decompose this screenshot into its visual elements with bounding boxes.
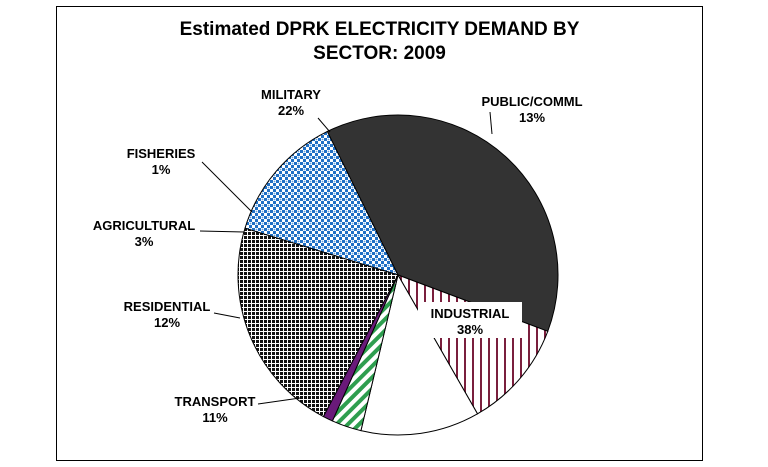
pie-slices — [237, 114, 559, 436]
pie-slice-industrial — [326, 114, 559, 332]
slice-name-label: INDUSTRIAL — [431, 306, 510, 321]
leader-lines — [199, 111, 493, 405]
leader-line — [201, 161, 253, 213]
slice-value-label: 13% — [519, 110, 545, 125]
slice-name-label: AGRICULTURAL — [93, 218, 195, 233]
leader-line — [257, 397, 301, 405]
slice-value-label: 38% — [457, 322, 483, 337]
slice-name-label: MILITARY — [261, 87, 321, 102]
slice-value-label: 22% — [278, 103, 304, 118]
slice-name-label: FISHERIES — [127, 146, 196, 161]
pie-slice-public-comml — [244, 130, 399, 276]
slice-name-label: PUBLIC/COMML — [481, 94, 582, 109]
chart-title: Estimated DPRK ELECTRICITY DEMAND BY SEC… — [179, 19, 580, 64]
leader-line — [213, 312, 241, 319]
slice-value-label: 12% — [154, 315, 180, 330]
slice-value-label: 3% — [135, 234, 154, 249]
label-background — [418, 302, 522, 338]
leader-line — [489, 111, 493, 135]
slice-value-label: 1% — [152, 162, 171, 177]
pie-slice-military — [237, 227, 399, 418]
pie-slice-residential — [360, 273, 479, 436]
leader-line — [317, 117, 331, 133]
leader-line — [199, 230, 245, 233]
slice-value-label: 11% — [202, 410, 228, 425]
slice-name-label: TRANSPORT — [175, 394, 256, 409]
slice-name-label: RESIDENTIAL — [124, 299, 211, 314]
